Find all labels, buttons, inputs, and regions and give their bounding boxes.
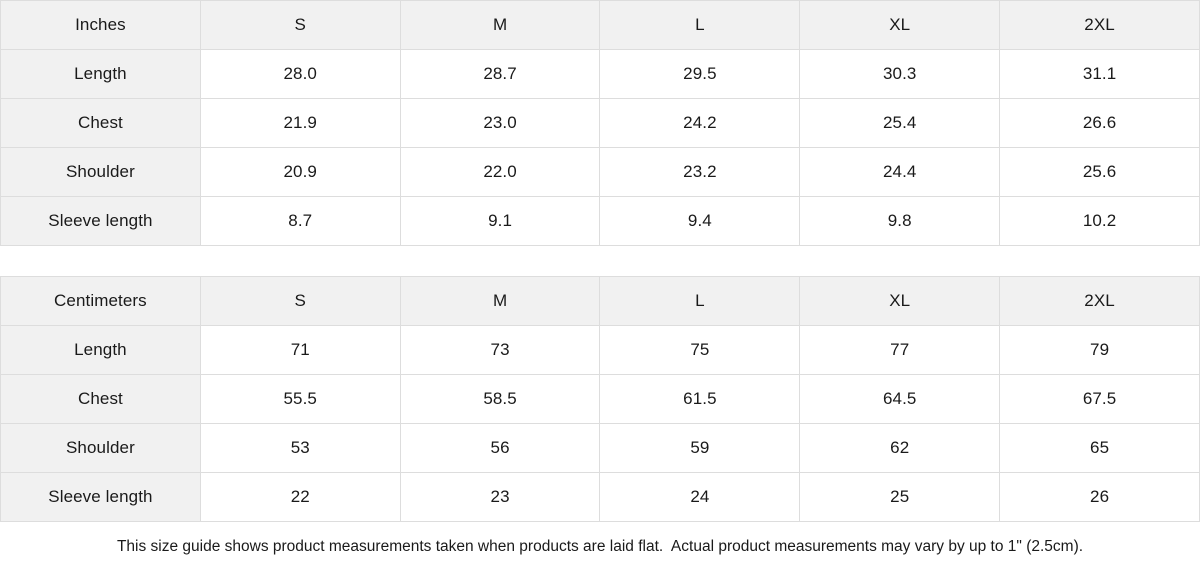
value-cell: 64.5 <box>799 374 1001 424</box>
value-cell: 75 <box>599 325 801 375</box>
value-cell: 26.6 <box>999 98 1200 148</box>
row-label-cell: Chest <box>0 98 201 148</box>
value-cell: 28.7 <box>399 49 601 99</box>
table-row: Sleeve length 8.7 9.1 9.4 9.8 10.2 <box>0 196 1200 246</box>
header-row: Centimeters S M L XL 2XL <box>0 276 1200 326</box>
table-row: Chest 21.9 23.0 24.2 25.4 26.6 <box>0 98 1200 148</box>
size-header-cell: L <box>599 276 801 326</box>
unit-header-cell: Centimeters <box>0 276 201 326</box>
value-cell: 79 <box>999 325 1200 375</box>
size-header-cell: 2XL <box>999 276 1200 326</box>
row-label-cell: Sleeve length <box>0 472 201 522</box>
unit-header-cell: Inches <box>0 0 201 50</box>
table-row: Length 71 73 75 77 79 <box>0 325 1200 375</box>
value-cell: 28.0 <box>199 49 401 99</box>
value-cell: 24.2 <box>599 98 801 148</box>
value-cell: 67.5 <box>999 374 1200 424</box>
value-cell: 25 <box>799 472 1001 522</box>
value-cell: 22 <box>199 472 401 522</box>
value-cell: 21.9 <box>199 98 401 148</box>
centimeters-table-container: Centimeters S M L XL 2XL Length 71 73 75 77 79 Chest… <box>0 276 1200 522</box>
value-cell: 24 <box>599 472 801 522</box>
table-row: Shoulder 53 56 59 62 65 <box>0 423 1200 473</box>
value-cell: 23.0 <box>399 98 601 148</box>
value-cell: 9.8 <box>799 196 1001 246</box>
value-cell: 20.9 <box>199 147 401 197</box>
size-header-cell: XL <box>799 276 1001 326</box>
table-row: Shoulder 20.9 22.0 23.2 24.4 25.6 <box>0 147 1200 197</box>
table-row: Sleeve length 22 23 24 25 26 <box>0 472 1200 522</box>
value-cell: 71 <box>199 325 401 375</box>
value-cell: 26 <box>999 472 1200 522</box>
value-cell: 61.5 <box>599 374 801 424</box>
value-cell: 23.2 <box>599 147 801 197</box>
row-label-cell: Shoulder <box>0 147 201 197</box>
value-cell: 59 <box>599 423 801 473</box>
value-cell: 56 <box>399 423 601 473</box>
value-cell: 9.1 <box>399 196 601 246</box>
row-label-cell: Sleeve length <box>0 196 201 246</box>
value-cell: 24.4 <box>799 147 1001 197</box>
value-cell: 22.0 <box>399 147 601 197</box>
value-cell: 30.3 <box>799 49 1001 99</box>
row-label-cell: Shoulder <box>0 423 201 473</box>
value-cell: 62 <box>799 423 1001 473</box>
value-cell: 73 <box>399 325 601 375</box>
value-cell: 53 <box>199 423 401 473</box>
value-cell: 25.4 <box>799 98 1001 148</box>
inches-table-container: Inches S M L XL 2XL Length 28.0 28.7 29.5 30.3 31.1… <box>0 0 1200 246</box>
size-header-cell: 2XL <box>999 0 1200 50</box>
row-label-cell: Chest <box>0 374 201 424</box>
size-header-cell: L <box>599 0 801 50</box>
value-cell: 23 <box>399 472 601 522</box>
size-header-cell: M <box>399 0 601 50</box>
value-cell: 65 <box>999 423 1200 473</box>
size-header-cell: S <box>199 276 401 326</box>
value-cell: 10.2 <box>999 196 1200 246</box>
value-cell: 25.6 <box>999 147 1200 197</box>
header-row: Inches S M L XL 2XL <box>0 0 1200 50</box>
value-cell: 77 <box>799 325 1001 375</box>
size-table-inches: Inches S M L XL 2XL Length 28.0 28.7 29.5 30.3 31.1… <box>0 0 1200 246</box>
table-gap <box>0 246 1200 276</box>
table-row: Length 28.0 28.7 29.5 30.3 31.1 <box>0 49 1200 99</box>
size-header-cell: M <box>399 276 601 326</box>
row-label-cell: Length <box>0 49 201 99</box>
size-header-cell: S <box>199 0 401 50</box>
value-cell: 29.5 <box>599 49 801 99</box>
size-table-centimeters: Centimeters S M L XL 2XL Length 71 73 75 77 79 Chest… <box>0 276 1200 522</box>
value-cell: 31.1 <box>999 49 1200 99</box>
row-label-cell: Length <box>0 325 201 375</box>
value-cell: 55.5 <box>199 374 401 424</box>
size-header-cell: XL <box>799 0 1001 50</box>
value-cell: 58.5 <box>399 374 601 424</box>
value-cell: 9.4 <box>599 196 801 246</box>
value-cell: 8.7 <box>199 196 401 246</box>
table-row: Chest 55.5 58.5 61.5 64.5 67.5 <box>0 374 1200 424</box>
footer-note: This size guide shows product measuremen… <box>116 538 1084 555</box>
